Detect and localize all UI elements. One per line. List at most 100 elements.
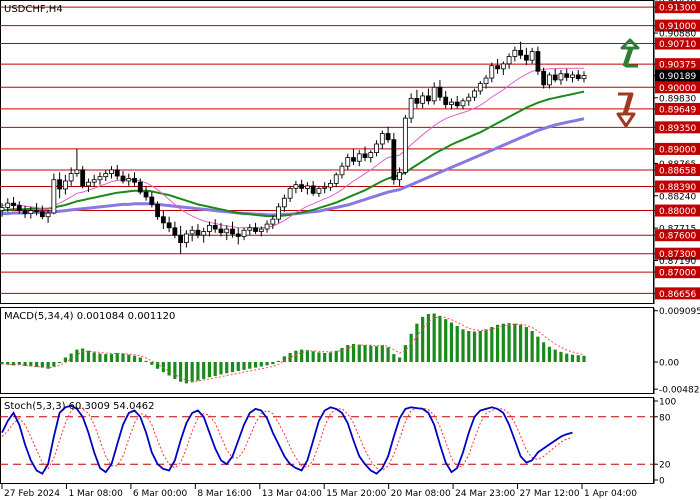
macd-bar	[444, 319, 448, 362]
macd-bar	[184, 361, 188, 384]
candle-body	[74, 169, 80, 174]
macd-bar	[386, 347, 390, 362]
time-tick-label: 13 Mar 04:00	[262, 489, 322, 499]
stochastic-levels	[0, 416, 654, 465]
level-price-badge	[655, 121, 700, 134]
candle-body	[558, 73, 564, 81]
macd-bar	[138, 357, 142, 362]
level-price-badge	[655, 229, 700, 242]
chart-title: USDCHF,H4	[4, 4, 63, 15]
candle	[109, 166, 114, 179]
macd-signal-line	[1, 316, 585, 382]
candle-body	[178, 234, 184, 244]
macd-bar	[559, 351, 563, 362]
macd-bar	[40, 361, 44, 368]
candle	[541, 67, 547, 89]
macd-bar	[288, 352, 292, 362]
level-price-label: 0.88658	[659, 166, 696, 176]
macd-bar	[155, 361, 160, 369]
macd-bar	[536, 336, 540, 362]
candle-body	[322, 186, 328, 189]
stochastic-tick-label: 100	[659, 398, 676, 408]
candle-body	[166, 222, 172, 229]
candle-body	[408, 97, 414, 119]
candle	[431, 82, 437, 105]
macd-bar	[276, 360, 281, 362]
candle	[310, 180, 316, 196]
price-tick-label: 0.88240	[659, 192, 696, 202]
candle-body	[45, 212, 51, 218]
candle-body	[281, 197, 287, 208]
level-price-label: 0.90375	[659, 61, 696, 71]
price-panel: 0.914200.913000.910000.908800.907100.903…	[0, 0, 700, 304]
macd-bar	[150, 361, 154, 365]
candle	[402, 115, 408, 175]
level-price-label: 0.87300	[659, 250, 696, 260]
time-axis: 27 Feb 2024 1 Mar 08:00 6 Mar 00:00 8 Mar 1…	[1, 484, 637, 499]
macd-bar	[311, 351, 315, 362]
candle-body	[316, 187, 322, 194]
candle	[385, 126, 391, 143]
candle-body	[11, 202, 16, 207]
candle-body	[547, 74, 552, 86]
candle	[558, 70, 564, 85]
macd-bar	[52, 361, 56, 367]
stochastic-tick-label: 80	[659, 413, 671, 423]
macd-bar	[265, 361, 269, 366]
macd-tick-label: -0.00482	[659, 386, 699, 396]
macd-bar	[75, 349, 79, 362]
candle-body	[575, 74, 581, 80]
level-price-label: 0.91300	[659, 4, 696, 14]
candle-body	[356, 153, 362, 162]
candle-body	[397, 171, 403, 181]
candle-body	[62, 180, 68, 190]
candle	[68, 167, 74, 186]
macd-bar	[461, 329, 465, 362]
candle-body	[57, 179, 63, 190]
level-price-label: 0.90710	[659, 40, 696, 50]
candle-body	[402, 117, 408, 173]
macd-bar	[524, 327, 528, 362]
candle-body	[495, 65, 500, 70]
candle-body	[541, 70, 547, 86]
candle	[264, 220, 270, 233]
macd-bar	[484, 329, 488, 362]
macd-bar	[582, 355, 586, 362]
candle-body	[109, 169, 114, 174]
candle	[276, 203, 281, 223]
macd-bar	[248, 361, 252, 369]
candle	[241, 227, 247, 241]
macd-bar	[81, 348, 85, 362]
macd-bar	[225, 361, 229, 374]
candle	[535, 46, 541, 75]
macd-bar	[132, 355, 137, 362]
macd-panel: 0.009095 0.00 -0.00482 MACD(5,34,4) 0.0010…	[0, 307, 700, 396]
candle-body	[5, 202, 11, 208]
candle	[529, 47, 535, 64]
candle	[500, 61, 506, 75]
candle	[397, 167, 403, 186]
macd-bar	[213, 361, 217, 377]
candle-body	[143, 191, 149, 198]
macd-bar	[63, 357, 67, 362]
macd-bar	[259, 361, 263, 367]
candle	[443, 90, 449, 109]
candle-body	[137, 181, 143, 193]
candle-body	[535, 51, 541, 72]
candle	[74, 148, 80, 177]
macd-bar	[219, 361, 223, 375]
price-tick-label: 0.87190	[659, 257, 696, 267]
candle-body	[564, 73, 570, 78]
candle-body	[28, 210, 34, 215]
candle-body	[270, 218, 276, 225]
macd-bar	[207, 361, 212, 378]
macd-bar	[115, 352, 119, 362]
candle-body	[414, 97, 420, 104]
candle	[189, 225, 195, 242]
candle-body	[160, 216, 166, 224]
macd-bar	[23, 361, 27, 366]
candle-body	[328, 183, 333, 188]
candle-body	[276, 206, 281, 220]
candle-body	[212, 224, 218, 230]
candle	[166, 216, 172, 233]
